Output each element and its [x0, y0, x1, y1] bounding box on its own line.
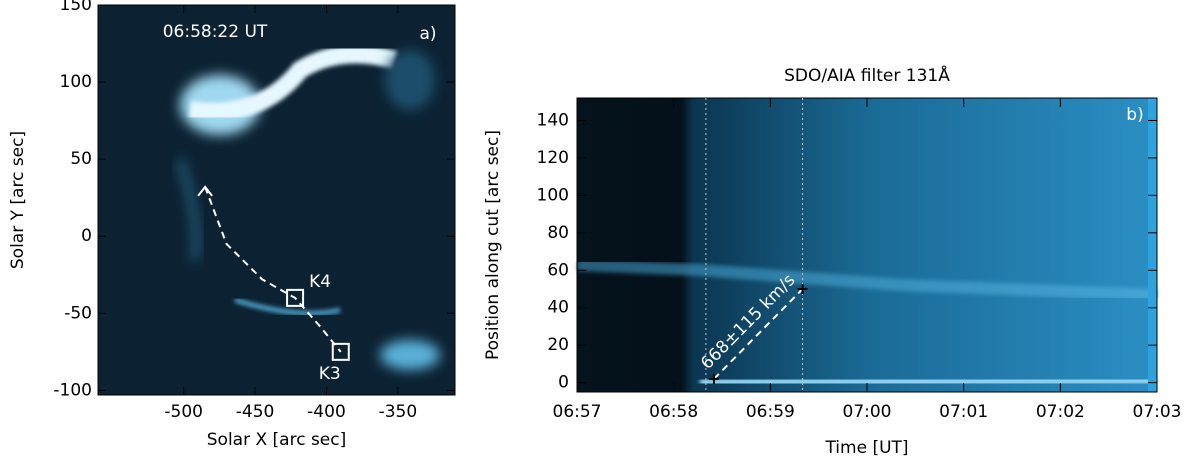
x-tick-label: 06:57: [553, 402, 602, 422]
y-tick-label: 0: [81, 226, 92, 246]
map-edge: [1148, 98, 1157, 392]
x-tick-label: -500: [164, 402, 203, 422]
plot-frame: [97, 4, 456, 396]
y-tick-label: 40: [547, 298, 569, 318]
y-tick-label: 100: [537, 185, 569, 205]
cut-arrowhead: [197, 185, 213, 197]
fit-point: [708, 373, 719, 384]
x-axis-label: Solar X [arc sec]: [207, 430, 347, 450]
y-tick-label: -50: [64, 303, 92, 323]
marker-box: [331, 342, 350, 361]
image-features: [177, 45, 440, 370]
y-tick-label: 20: [547, 335, 569, 355]
x-tick-label: 07:01: [939, 402, 988, 422]
time-distance-map: [577, 98, 1157, 392]
x-tick-label: -400: [307, 402, 346, 422]
panel-label: b): [1126, 105, 1143, 125]
chart-title: SDO/AIA filter 131Å: [784, 64, 950, 86]
y-tick-label: 50: [70, 149, 92, 169]
y-tick-label: 100: [60, 72, 92, 92]
x-tick-label: -450: [236, 402, 275, 422]
y-axis-label: Position along cut [arc sec]: [483, 130, 503, 360]
y-tick-label: 120: [537, 148, 569, 168]
y-tick-label: -100: [53, 380, 92, 400]
marker-label: K4: [309, 272, 331, 292]
x-tick-label: 07:03: [1133, 402, 1182, 422]
y-tick-label: 140: [537, 110, 569, 130]
x-tick-label: 07:02: [1036, 402, 1085, 422]
panel-label: a): [419, 24, 436, 44]
x-tick-label: -350: [379, 402, 418, 422]
marker-label: K3: [319, 364, 341, 384]
y-tick-label: 150: [60, 0, 92, 15]
x-tick-label: 06:58: [649, 402, 698, 422]
map-band: [699, 375, 1158, 388]
fit-point: [797, 284, 808, 295]
fit-line: [713, 288, 804, 380]
y-tick-label: 60: [547, 260, 569, 280]
panel-b: [576, 97, 1158, 393]
marker-box: [286, 288, 305, 307]
y-tick-label: 80: [547, 223, 569, 243]
y-axis-label: Solar Y [arc sec]: [8, 131, 28, 269]
panel-a: [97, 4, 456, 396]
x-tick-label: 06:59: [746, 402, 795, 422]
timestamp: 06:58:22 UT: [163, 22, 268, 42]
x-tick-label: 07:00: [843, 402, 892, 422]
y-tick-label: 0: [558, 373, 569, 393]
cut-path: [204, 186, 342, 353]
x-axis-label: Time [UT]: [824, 438, 908, 458]
map-band: [576, 259, 1158, 301]
